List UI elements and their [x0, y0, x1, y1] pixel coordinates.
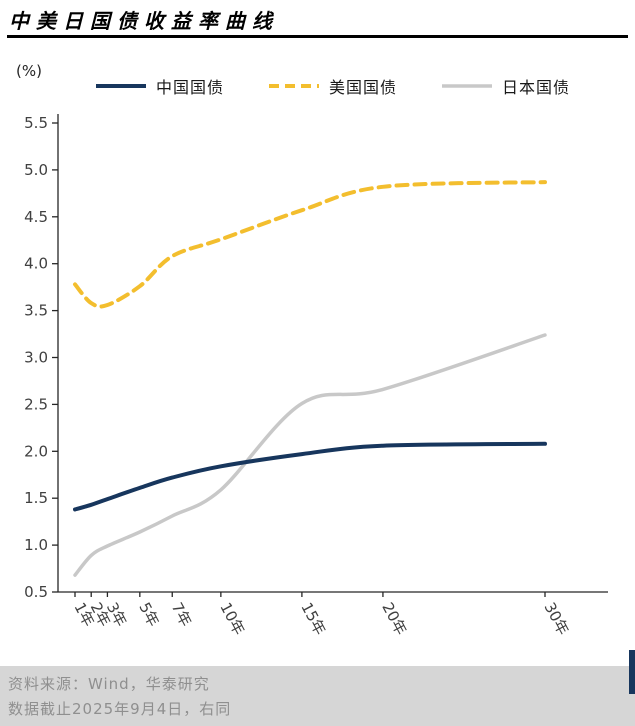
y-axis-unit-label: (%) [16, 62, 42, 80]
y-tick-label: 2.0 [24, 442, 48, 460]
x-tick-label: 10年 [216, 599, 248, 638]
x-tick-label: 3年 [103, 599, 130, 629]
series-line-0 [73, 441, 547, 512]
y-tick-label: 5.0 [24, 161, 48, 179]
legend-swatch [442, 84, 492, 88]
y-tick-label: 1.5 [24, 489, 48, 507]
legend-item-0: 中国国债 [95, 74, 224, 98]
legend-item-2: 日本国债 [441, 74, 570, 98]
series-line-1 [73, 180, 547, 309]
series-line-2 [73, 333, 547, 577]
source-line: 资料来源：Wind，华泰研究 [8, 675, 210, 693]
note-line: 数据截止2025年9月4日，右同 [8, 700, 232, 718]
y-tick-label: 1.0 [24, 536, 48, 554]
x-tick-label: 7年 [168, 599, 195, 629]
legend-swatch [95, 84, 146, 88]
legend-item-1: 美国国债 [268, 74, 397, 98]
legend-label: 中国国债 [155, 78, 224, 97]
x-tick-label: 30年 [540, 599, 572, 638]
y-tick-label: 4.5 [24, 208, 48, 226]
chart-title: 中美日国债收益率曲线 [9, 9, 279, 33]
y-tick-label: 0.5 [24, 583, 48, 601]
legend-swatch [268, 84, 319, 88]
x-tick-label: 15年 [297, 599, 329, 638]
chart-legend: 中国国债 美国国债 日本国债 [60, 74, 605, 98]
y-tick-label: 5.5 [24, 114, 48, 132]
title-underline [7, 35, 628, 38]
y-tick-label: 3.5 [24, 302, 48, 320]
y-tick-label: 4.0 [24, 255, 48, 273]
page-edge-marker [629, 650, 635, 694]
source-footer: 资料来源：Wind，华泰研究 数据截止2025年9月4日，右同 [0, 666, 635, 726]
y-tick-label: 3.0 [24, 349, 48, 367]
x-tick-label: 5年 [135, 599, 162, 629]
y-tick-label: 2.5 [24, 395, 48, 413]
legend-label: 美国国债 [328, 78, 397, 97]
x-tick-label: 20年 [378, 599, 410, 638]
legend-label: 日本国债 [502, 78, 571, 97]
